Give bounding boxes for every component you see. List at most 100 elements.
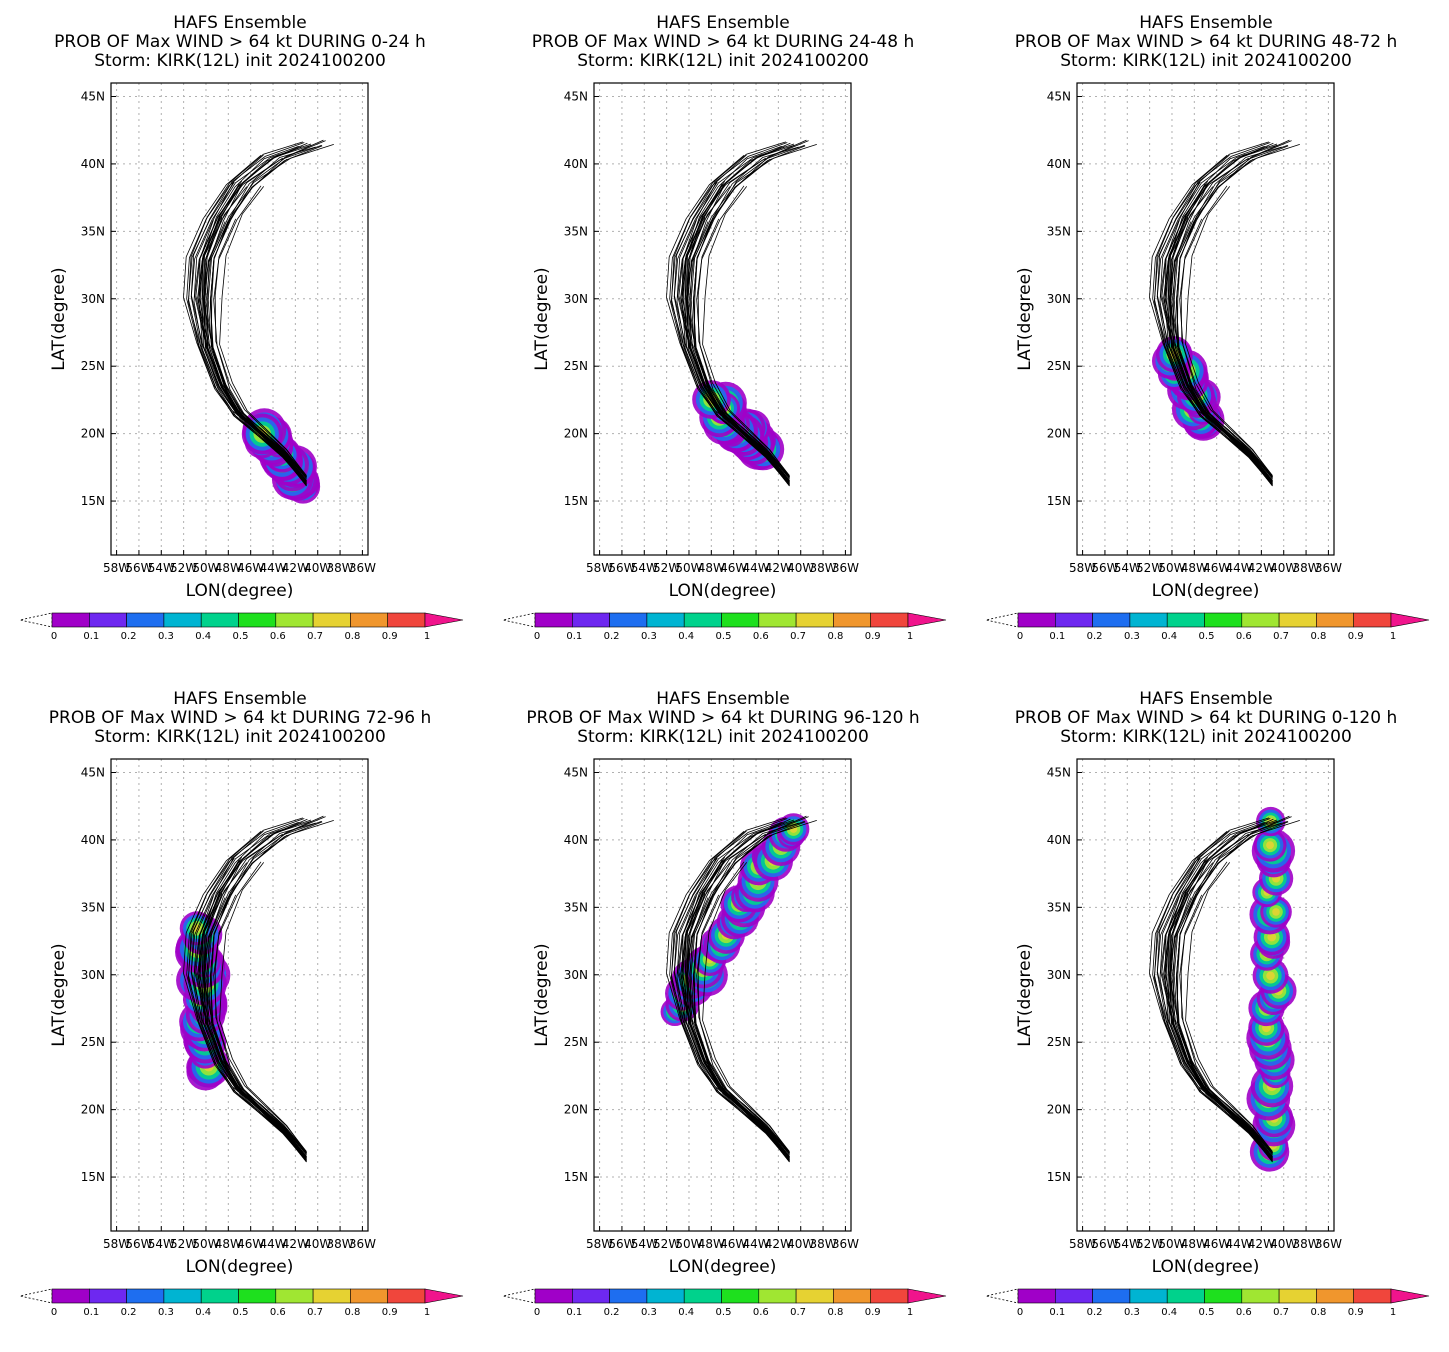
plot-frame: [593, 82, 852, 556]
colorbar-over: [424, 1288, 464, 1304]
ytick-label: 40N: [564, 157, 588, 171]
prob-field: [241, 408, 321, 504]
track-line: [1185, 186, 1273, 477]
colorbar-over: [907, 1288, 947, 1304]
ensemble-tracks: [183, 815, 334, 1163]
colorbar-swatch: [387, 612, 426, 628]
track-line: [219, 186, 307, 477]
xtick-label: 58W: [586, 561, 613, 575]
colorbar-swatch: [89, 1288, 127, 1304]
xtick-label: 52W: [170, 1237, 197, 1251]
colorbar-label: 0.1: [566, 1307, 582, 1318]
xtick-label: 42W: [1248, 561, 1275, 575]
colorbar-swatch: [1204, 1288, 1243, 1304]
track-line: [186, 830, 307, 1159]
xtick-label: 58W: [586, 1237, 613, 1251]
xtick-label: 52W: [170, 561, 197, 575]
track-line: [676, 219, 790, 486]
colorbar-label: 0.7: [1273, 631, 1289, 642]
colorbar-swatch: [572, 612, 610, 628]
plot-frame: [1076, 758, 1335, 1232]
track-line: [697, 218, 790, 476]
chart-subtitle: PROB OF Max WIND > 64 kt DURING 0-120 h: [1015, 708, 1397, 728]
chart-panel: HAFS Ensemble PROB OF Max WIND > 64 kt DU…: [0, 0, 483, 676]
y-axis-label: LAT(degree): [532, 267, 552, 370]
prob-cell: [1266, 841, 1275, 850]
xtick-label: 54W: [148, 561, 175, 575]
ytick-label: 20N: [564, 427, 588, 441]
colorbar-swatch: [870, 612, 909, 628]
xtick-label: 50W: [675, 561, 702, 575]
colorbar-label: 1: [1390, 631, 1396, 642]
colorbar-label: 0.8: [827, 631, 843, 642]
xtick-label: 42W: [282, 1237, 309, 1251]
colorbar-swatch: [1278, 1288, 1317, 1304]
track-line: [193, 895, 307, 1162]
xtick-label: 50W: [192, 561, 219, 575]
track-line: [697, 894, 790, 1152]
ytick-label: 45N: [81, 765, 105, 779]
colorbar-label: 0.4: [195, 1307, 211, 1318]
xtick-label: 50W: [675, 1237, 702, 1251]
chart-subtitle: PROB OF Max WIND > 64 kt DURING 96-120 h: [526, 708, 919, 728]
xtick-label: 36W: [1315, 1237, 1342, 1251]
xtick-label: 42W: [765, 561, 792, 575]
colorbar-swatch: [795, 1288, 834, 1304]
colorbar-over: [1390, 612, 1430, 628]
colorbar-label: 1: [907, 1307, 913, 1318]
track-line: [1180, 218, 1273, 476]
ytick-label: 30N: [1047, 968, 1071, 982]
colorbar-label: 0: [1017, 1307, 1023, 1318]
track-line: [1175, 816, 1292, 1160]
colorbar-swatch: [350, 1288, 388, 1304]
ytick-label: 25N: [1047, 359, 1071, 373]
track-line: [1180, 894, 1273, 1152]
prob-cell: [1267, 932, 1277, 942]
xtick-label: 56W: [1091, 561, 1118, 575]
chart-title: HAFS Ensemble: [1139, 13, 1272, 33]
colorbar-label: 0.9: [382, 1307, 398, 1318]
colorbar-label: 0: [1017, 631, 1023, 642]
colorbar-label: 0.1: [83, 631, 99, 642]
colorbar-label: 0.1: [1049, 631, 1065, 642]
colorbar-swatch: [1241, 612, 1280, 628]
colorbar-label: 0.2: [121, 631, 137, 642]
colorbar-swatch: [1204, 612, 1243, 628]
ytick-label: 15N: [1047, 1170, 1071, 1184]
xtick-label: 52W: [653, 561, 680, 575]
colorbar-swatch: [51, 612, 90, 628]
ytick-label: 30N: [1047, 292, 1071, 306]
xtick-label: 46W: [1203, 561, 1230, 575]
colorbar-swatch: [833, 1288, 871, 1304]
track-line: [1175, 140, 1292, 484]
chart-panel: HAFS Ensemble PROB OF Max WIND > 64 kt DU…: [483, 0, 966, 676]
x-axis-label: LON(degree): [1152, 1257, 1260, 1277]
ytick-label: 40N: [81, 157, 105, 171]
track-line: [1154, 141, 1273, 484]
colorbar-label: 0.4: [678, 1307, 694, 1318]
x-axis-label: LON(degree): [1152, 581, 1260, 601]
colorbar: 0 0.1 0.2 0.3 0.4 0.5 0.6 0.7 0.8 0.9 1: [502, 612, 947, 642]
track-line: [1159, 219, 1273, 486]
xtick-label: 52W: [1136, 1237, 1163, 1251]
track-line: [671, 817, 790, 1160]
chart-subtitle: PROB OF Max WIND > 64 kt DURING 0-24 h: [54, 32, 426, 52]
ytick-label: 35N: [81, 224, 105, 238]
prob-cell: [1272, 908, 1280, 916]
plot-area: [1077, 83, 1334, 555]
ytick-label: 20N: [81, 427, 105, 441]
ytick-label: 25N: [564, 359, 588, 373]
colorbar-swatch: [275, 1288, 314, 1304]
colorbar-label: 0.3: [1124, 1307, 1140, 1318]
ytick-label: 35N: [1047, 900, 1071, 914]
xtick-label: 40W: [787, 561, 814, 575]
xtick-label: 48W: [215, 1237, 242, 1251]
colorbar-label: 0.3: [641, 631, 657, 642]
ensemble-tracks: [666, 815, 817, 1163]
xtick-label: 40W: [1270, 1237, 1297, 1251]
colorbar-swatch: [1017, 612, 1056, 628]
xtick-label: 54W: [631, 561, 658, 575]
colorbar-label: 1: [907, 631, 913, 642]
